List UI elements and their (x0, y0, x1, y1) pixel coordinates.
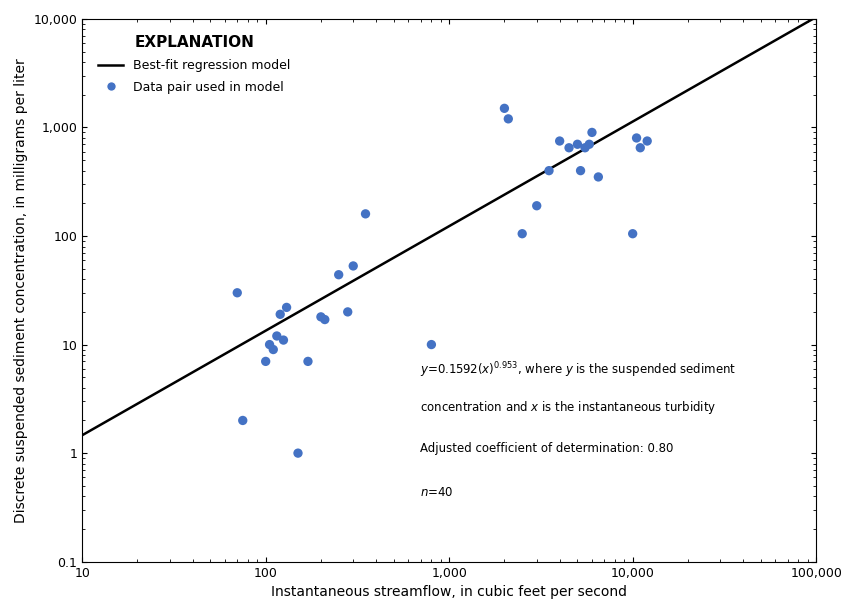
Text: $y$=0.1592($x$)$^{0.953}$, where $y$ is the suspended sediment: $y$=0.1592($x$)$^{0.953}$, where $y$ is … (419, 361, 736, 381)
Point (341, 307, 354, 317)
Point (236, 416, 250, 425)
Point (270, 331, 283, 341)
Point (578, 143, 591, 153)
Point (562, 143, 576, 153)
Point (301, 357, 315, 367)
Point (276, 335, 290, 345)
Point (332, 270, 346, 280)
Point (359, 209, 372, 219)
Point (259, 357, 272, 367)
Text: Adjusted coefficient of determination: 0.80: Adjusted coefficient of determination: 0… (419, 442, 673, 455)
Point (530, 201, 544, 211)
Point (497, 104, 511, 113)
Point (630, 133, 644, 143)
Point (626, 229, 639, 238)
X-axis label: Instantaneous streamflow, in cubic feet per second: Instantaneous streamflow, in cubic feet … (271, 585, 627, 599)
Point (571, 139, 585, 149)
Point (263, 340, 276, 349)
Point (640, 136, 654, 146)
Point (314, 312, 328, 322)
Point (574, 166, 587, 175)
Point (586, 128, 599, 137)
Point (280, 302, 294, 312)
Point (542, 166, 556, 175)
Point (502, 114, 515, 124)
Point (230, 288, 244, 298)
Point (273, 310, 287, 319)
Point (582, 139, 596, 149)
Point (425, 340, 438, 349)
Text: concentration and $x$ is the instantaneous turbidity: concentration and $x$ is the instantaneo… (419, 399, 716, 416)
Y-axis label: Discrete suspended sediment concentration, in milligrams per liter: Discrete suspended sediment concentratio… (14, 58, 28, 523)
Point (633, 143, 647, 153)
Point (266, 345, 280, 354)
Point (347, 261, 360, 271)
Point (318, 314, 331, 324)
Point (515, 229, 529, 238)
Text: $n$=40: $n$=40 (419, 485, 453, 499)
Legend: Best-fit regression model, Data pair used in model: Best-fit regression model, Data pair use… (88, 25, 300, 104)
Point (291, 448, 305, 458)
Point (591, 172, 605, 182)
Point (553, 136, 567, 146)
